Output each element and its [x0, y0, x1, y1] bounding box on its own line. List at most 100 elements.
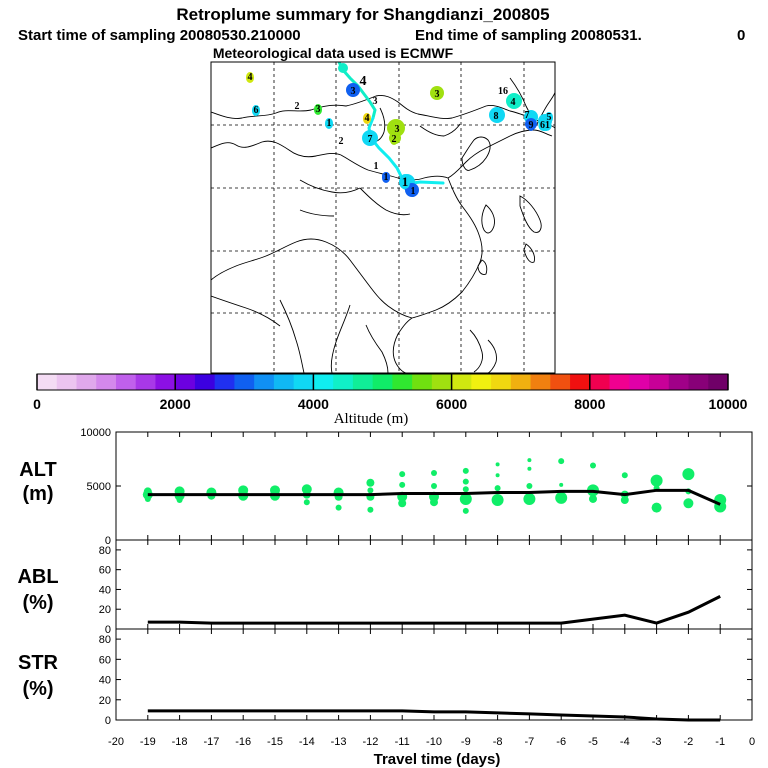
alt-scatter-point — [494, 485, 501, 492]
colorbar-swatch — [155, 374, 176, 390]
alt-scatter-point — [431, 470, 437, 477]
abl-unit-label: (%) — [22, 592, 53, 614]
x-tick-label: 0 — [749, 736, 755, 748]
x-axis-label: Travel time (days) — [374, 751, 501, 768]
colorbar-swatch — [570, 374, 591, 390]
alt-y-tick-label: 5000 — [87, 481, 111, 493]
x-tick-label: -11 — [395, 736, 410, 748]
colorbar-swatch — [550, 374, 571, 390]
met-data-label: Meteorological data used is ECMWF — [213, 45, 454, 61]
colorbar-swatch — [510, 374, 531, 390]
map-label: 4 — [248, 72, 253, 83]
colorbar-swatch — [708, 374, 729, 390]
colorbar-swatch — [688, 374, 709, 390]
colorbar-swatch — [313, 374, 334, 390]
alt-y-tick-label: 10000 — [80, 427, 111, 439]
colorbar-swatch — [471, 374, 492, 390]
x-tick-label: -20 — [108, 736, 124, 748]
colorbar-swatch — [491, 374, 512, 390]
x-tick-label: -15 — [267, 736, 283, 748]
map-label: 4 — [365, 113, 370, 124]
map-label: 9 — [529, 120, 534, 131]
start-time-label: Start time of sampling 20080530.210000 — [18, 27, 301, 44]
colorbar-tick-label: 2000 — [160, 396, 191, 412]
colorbar-swatch — [293, 374, 314, 390]
alt-scatter-point — [683, 498, 694, 509]
alt-y-tick-label: 0 — [105, 535, 111, 547]
alt-scatter-point — [367, 506, 374, 513]
map-label: 3 — [435, 89, 440, 100]
str-y-tick-label: 40 — [99, 675, 111, 687]
alt-panel: 0 5000 10000 — [80, 427, 753, 547]
x-tick-label: -13 — [331, 736, 347, 748]
str-y-tick-label: 0 — [105, 715, 111, 727]
x-tick-label: -2 — [684, 736, 694, 748]
alt-mean-line — [147, 488, 721, 506]
x-tick-label: -7 — [525, 736, 535, 748]
x-tick-label: -19 — [140, 736, 156, 748]
alt-scatter-point — [399, 471, 406, 478]
figure-title: Retroplume summary for Shangdianzi_20080… — [176, 5, 549, 24]
abl-y-tick-label: 20 — [99, 604, 111, 616]
colorbar-swatch — [96, 374, 117, 390]
map-label: 1 — [411, 186, 416, 197]
colorbar-tick-labels: 0 2000 4000 6000 8000 10000 — [33, 396, 748, 412]
x-tick-label: -3 — [652, 736, 662, 748]
colorbar-swatch — [194, 374, 216, 390]
x-tick-label: -4 — [620, 736, 630, 748]
colorbar-swatch — [668, 374, 689, 390]
abl-y-tick-label: 0 — [105, 624, 111, 636]
colorbar-swatch — [589, 374, 610, 390]
str-y-tick-label: 60 — [99, 654, 111, 666]
colorbar-tick-label: 4000 — [298, 396, 329, 412]
x-tick-label: -18 — [172, 736, 188, 748]
colorbar-swatch — [273, 374, 295, 390]
alt-scatter-point — [431, 483, 437, 489]
map-label: 2 — [392, 134, 397, 145]
alt-scatter-point — [399, 481, 406, 488]
map-label: 61 — [540, 120, 550, 131]
alt-scatter-point — [366, 478, 375, 487]
str-panel: 0 20 40 60 80 — [99, 628, 753, 727]
map-label: 4 — [360, 74, 367, 89]
colorbar-swatch — [372, 374, 393, 390]
alt-scatter-point — [335, 504, 342, 511]
x-tick-label: -6 — [556, 736, 566, 748]
map-label: 1 — [327, 118, 332, 129]
colorbar-swatch — [254, 374, 275, 390]
colorbar-swatch — [412, 374, 433, 390]
trajectory-map: 4 6 2 3 1 4 3 3 3 16 4 8 7 9 5 61 4 2 7 … — [210, 61, 556, 374]
colorbar-swatch — [333, 374, 354, 390]
map-frame — [210, 61, 556, 374]
abl-frame — [115, 539, 753, 630]
colorbar-swatch — [76, 374, 97, 390]
colorbar-swatch — [451, 374, 472, 390]
alt-scatter-point — [555, 491, 568, 504]
alt-unit-label: (m) — [22, 483, 53, 505]
colorbar-label: Altitude (m) — [334, 411, 409, 427]
alt-scatter-point — [523, 492, 536, 505]
abl-y-tick-label: 60 — [99, 565, 111, 577]
alt-scatter-point — [459, 492, 472, 505]
str-panel-label: STR — [18, 652, 59, 674]
colorbar-swatch — [214, 374, 235, 390]
alt-scatter-point — [527, 466, 532, 471]
colorbar-swatch — [530, 374, 551, 390]
alt-scatter-point — [620, 496, 629, 505]
str-line — [147, 709, 721, 722]
x-tick-label: -16 — [235, 736, 251, 748]
map-label: 1 — [374, 161, 379, 172]
alt-scatter-point — [621, 472, 628, 479]
x-tick-label: -1 — [715, 736, 725, 748]
colorbar-tick-label: 8000 — [574, 396, 605, 412]
alt-scatter-point — [527, 458, 532, 463]
alt-scatter-point — [650, 474, 663, 487]
colorbar-swatch — [175, 374, 196, 390]
alt-scatter-point — [558, 458, 565, 465]
x-axis: -20 -19 -18 -17 -16 -15 -14 -13 -12 -11 -10 -9 -8 -7-… — [108, 736, 755, 748]
alt-scatter-point — [590, 462, 596, 469]
abl-y-tick-label: 80 — [99, 545, 111, 557]
alt-scatter-point — [398, 499, 407, 508]
alt-scatter-point — [176, 497, 183, 504]
